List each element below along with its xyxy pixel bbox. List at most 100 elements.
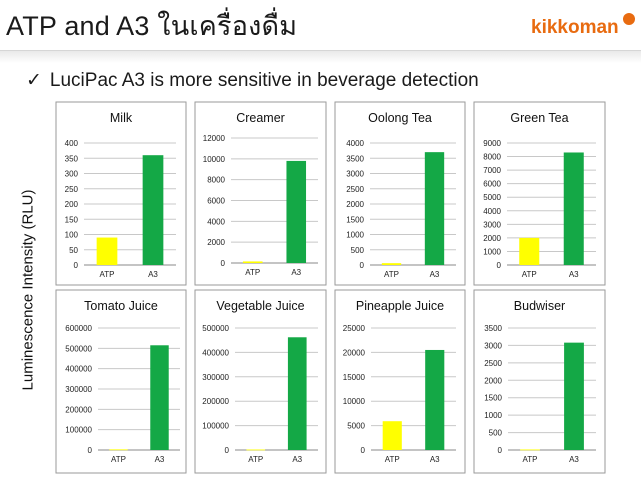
bullet-point: ✓ LuciPac A3 is more sensitive in beverag… [26, 69, 479, 92]
y-tick-label: 20000 [343, 348, 366, 357]
y-tick-label: 350 [65, 154, 79, 163]
y-tick-label: 0 [88, 446, 93, 455]
y-tick-label: 4000 [346, 139, 364, 148]
y-tick-label: 100000 [65, 426, 92, 435]
checkmark-icon: ✓ [26, 70, 42, 91]
y-tick-label: 8000 [207, 176, 225, 185]
y-tick-label: 1000 [346, 231, 364, 240]
y-tick-label: 600000 [65, 324, 92, 333]
chart-oolong-tea: Oolong Tea 0 500 1000 1500 2000 2500 3000 3500 40… [334, 101, 466, 286]
x-tick-label: ATP [385, 455, 400, 464]
chart-title: Vegetable Juice [216, 299, 304, 313]
x-tick-label: A3 [155, 455, 165, 464]
bar-a3 [425, 349, 445, 450]
bar-atp [242, 261, 263, 263]
y-tick-label: 2000 [346, 200, 364, 209]
y-tick-label: 6000 [483, 180, 501, 189]
y-tick-label: 1000 [483, 247, 501, 256]
y-tick-label: 3500 [346, 154, 364, 163]
bar-a3 [563, 152, 584, 265]
x-tick-label: ATP [523, 455, 538, 464]
x-tick-label: A3 [569, 270, 579, 279]
bar-a3 [564, 342, 584, 450]
y-tick-label: 2000 [484, 376, 502, 385]
y-tick-label: 1000 [484, 411, 502, 420]
y-tick-label: 4000 [483, 207, 501, 216]
chart-title: Tomato Juice [84, 299, 158, 313]
chart-title: Creamer [236, 111, 285, 125]
bar-atp [381, 263, 402, 265]
y-tick-label: 300 [65, 170, 79, 179]
y-tick-label: 15000 [343, 373, 366, 382]
chart-green-tea: Green Tea 0 1000 2000 3000 4000 5000 6000 7000 80… [473, 101, 606, 286]
y-tick-label: 0 [498, 446, 503, 455]
y-tick-label: 5000 [483, 193, 501, 202]
bar-a3 [142, 155, 164, 265]
x-tick-label: A3 [430, 270, 440, 279]
y-tick-label: 2000 [207, 238, 225, 247]
y-tick-label: 3000 [484, 341, 502, 350]
y-tick-label: 0 [221, 259, 226, 268]
y-tick-label: 300000 [202, 373, 229, 382]
y-tick-label: 2000 [483, 234, 501, 243]
y-tick-label: 200000 [202, 397, 229, 406]
y-tick-label: 1500 [484, 394, 502, 403]
y-tick-label: 8000 [483, 153, 501, 162]
y-tick-label: 300000 [65, 385, 92, 394]
chart-milk: Milk 0 50 100 150 200 250 300 350 400 ATP A3 [55, 101, 187, 286]
title-divider [0, 50, 641, 63]
y-tick-label: 400000 [65, 365, 92, 374]
y-tick-label: 2500 [346, 185, 364, 194]
y-tick-label: 4000 [207, 217, 225, 226]
bar-atp [246, 449, 266, 451]
y-tick-label: 0 [74, 261, 79, 270]
logo-mark-icon [623, 13, 635, 25]
y-tick-label: 200 [65, 200, 79, 209]
x-tick-label: ATP [522, 270, 537, 279]
y-tick-label: 50 [69, 246, 78, 255]
chart-tomato-juice: Tomato Juice 0 100000 200000 300000 400000 500… [55, 289, 187, 474]
chart-frame [194, 101, 327, 286]
bar-atp [109, 449, 128, 451]
bullet-text: LuciPac A3 is more sensitive in beverage… [49, 70, 479, 91]
chart-budwiser: Budwiser 0 500 1000 1500 2000 2500 3000 3500 ATP A… [473, 289, 606, 474]
y-tick-label: 250 [65, 185, 79, 194]
bar-atp [520, 449, 540, 451]
y-tick-label: 500 [489, 429, 503, 438]
y-tick-label: 400 [65, 139, 79, 148]
y-tick-label: 150 [65, 215, 79, 224]
kikkoman-logo: kikkoman [531, 13, 635, 45]
y-tick-label: 0 [497, 261, 502, 270]
y-tick-label: 25000 [343, 324, 366, 333]
chart-frame [55, 101, 187, 286]
chart-vegetable-juice: Vegetable Juice 0 100000 200000 300000 400000… [194, 289, 327, 474]
x-tick-label: A3 [148, 270, 158, 279]
y-tick-label: 0 [361, 446, 366, 455]
y-tick-label: 200000 [65, 405, 92, 414]
y-tick-label: 10000 [343, 397, 366, 406]
y-tick-label: 400000 [202, 348, 229, 357]
y-tick-label: 7000 [483, 166, 501, 175]
y-tick-label: 3000 [483, 220, 501, 229]
bar-a3 [150, 345, 169, 450]
chart-title: Oolong Tea [368, 111, 432, 125]
chart-title: Milk [110, 111, 133, 125]
y-tick-label: 9000 [483, 139, 501, 148]
x-tick-label: A3 [292, 455, 302, 464]
y-tick-label: 500 [351, 246, 365, 255]
x-tick-label: A3 [430, 455, 440, 464]
x-tick-label: A3 [291, 268, 301, 277]
bar-atp [382, 421, 402, 450]
x-tick-label: ATP [248, 455, 263, 464]
x-tick-label: A3 [569, 455, 579, 464]
y-tick-label: 5000 [347, 422, 365, 431]
y-tick-label: 100000 [202, 422, 229, 431]
y-tick-label: 100 [65, 231, 79, 240]
chart-title: Pineapple Juice [356, 299, 444, 313]
y-tick-label: 2500 [484, 359, 502, 368]
x-tick-label: ATP [384, 270, 399, 279]
y-tick-label: 3000 [346, 170, 364, 179]
bar-a3 [287, 337, 307, 450]
chart-title: Budwiser [514, 299, 565, 313]
